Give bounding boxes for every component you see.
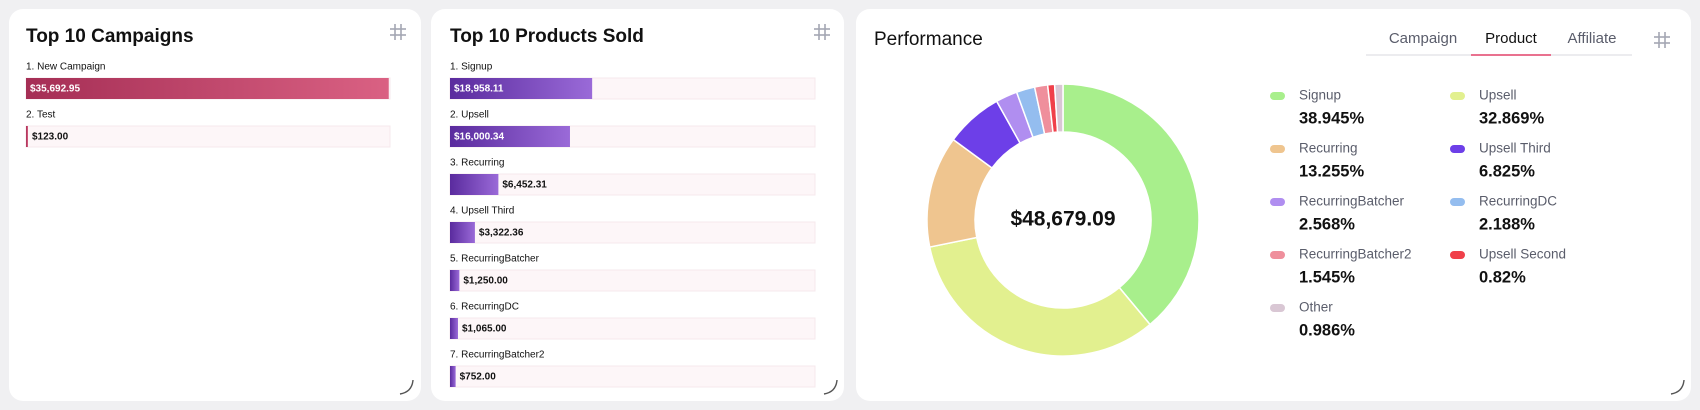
tab[interactable]: Campaign	[1389, 30, 1457, 47]
donut-slice	[928, 236, 1152, 357]
legend-name: Other	[1299, 300, 1333, 315]
legend-value: 32.869%	[1479, 109, 1544, 127]
panel-title: Performance	[874, 29, 983, 50]
products-panel	[431, 9, 844, 401]
tab[interactable]: Product	[1485, 30, 1538, 47]
row-label: 2. Upsell	[450, 110, 489, 121]
legend-name: RecurringBatcher	[1299, 194, 1405, 209]
legend-name: RecurringBatcher2	[1299, 247, 1412, 262]
legend-name: RecurringDC	[1479, 194, 1557, 209]
bar	[450, 126, 570, 147]
campaigns-panel	[9, 9, 421, 401]
legend-name: Upsell Second	[1479, 247, 1566, 262]
value-label: $18,958.11	[454, 84, 504, 95]
panel-title: Top 10 Campaigns	[26, 26, 194, 47]
donut-slice	[1053, 83, 1064, 133]
row-label: 1. New Campaign	[26, 62, 105, 73]
bar	[450, 270, 460, 291]
bar	[26, 126, 28, 147]
resize-handle[interactable]	[1670, 379, 1685, 395]
donut-slice	[1062, 83, 1200, 326]
value-label: $6,452.31	[502, 180, 547, 191]
value-label: $1,065.00	[462, 324, 507, 335]
bar-track	[449, 365, 816, 388]
bar	[26, 78, 389, 99]
row-label: 5. RecurringBatcher	[450, 254, 540, 265]
legend-value: 0.986%	[1299, 321, 1355, 339]
resize-handle[interactable]	[823, 379, 838, 395]
bar	[450, 366, 456, 387]
row-label: 3. Recurring	[450, 158, 504, 169]
value-label: $16,000.34	[454, 132, 504, 143]
legend-name: Recurring	[1299, 141, 1358, 156]
legend-value: 2.568%	[1299, 215, 1355, 233]
legend-value: 1.545%	[1299, 268, 1355, 286]
legend-swatch	[1450, 251, 1465, 259]
value-label: $123.00	[32, 132, 69, 143]
row-label: 7. RecurringBatcher2	[450, 350, 545, 361]
resize-handle[interactable]	[399, 379, 414, 395]
legend-value: 13.255%	[1299, 162, 1364, 180]
legend-name: Upsell Third	[1479, 141, 1551, 156]
legend-swatch	[1270, 92, 1285, 100]
legend-swatch	[1270, 145, 1285, 153]
legend-value: 6.825%	[1479, 162, 1535, 180]
bar	[450, 78, 593, 99]
value-label: $1,250.00	[463, 276, 508, 287]
value-label: $3,322.36	[479, 228, 524, 239]
bar	[450, 318, 458, 339]
legend-swatch	[1450, 145, 1465, 153]
legend-swatch	[1270, 251, 1285, 259]
legend-swatch	[1450, 92, 1465, 100]
legend-value: 0.82%	[1479, 268, 1526, 286]
grid-icon[interactable]	[390, 24, 406, 40]
bar	[450, 222, 475, 243]
row-label: 1. Signup	[450, 62, 493, 73]
grid-icon[interactable]	[1654, 32, 1670, 48]
legend-name: Signup	[1299, 88, 1341, 103]
bar	[450, 174, 499, 195]
row-label: 2. Test	[26, 110, 55, 121]
row-label: 6. RecurringDC	[450, 302, 519, 313]
legend-value: 2.188%	[1479, 215, 1535, 233]
grid-icon[interactable]	[814, 24, 830, 40]
row-label: 4. Upsell Third	[450, 206, 514, 217]
value-label: $752.00	[460, 372, 497, 383]
legend-swatch	[1270, 304, 1285, 312]
legend-swatch	[1270, 198, 1285, 206]
tab[interactable]: Affiliate	[1568, 30, 1617, 47]
bar-track	[25, 125, 391, 148]
value-label: $35,692.95	[30, 84, 80, 95]
donut-total: $48,679.09	[1010, 208, 1115, 231]
legend-value: 38.945%	[1299, 109, 1364, 127]
panel-title: Top 10 Products Sold	[450, 26, 644, 47]
legend-name: Upsell	[1479, 88, 1517, 103]
legend-swatch	[1450, 198, 1465, 206]
